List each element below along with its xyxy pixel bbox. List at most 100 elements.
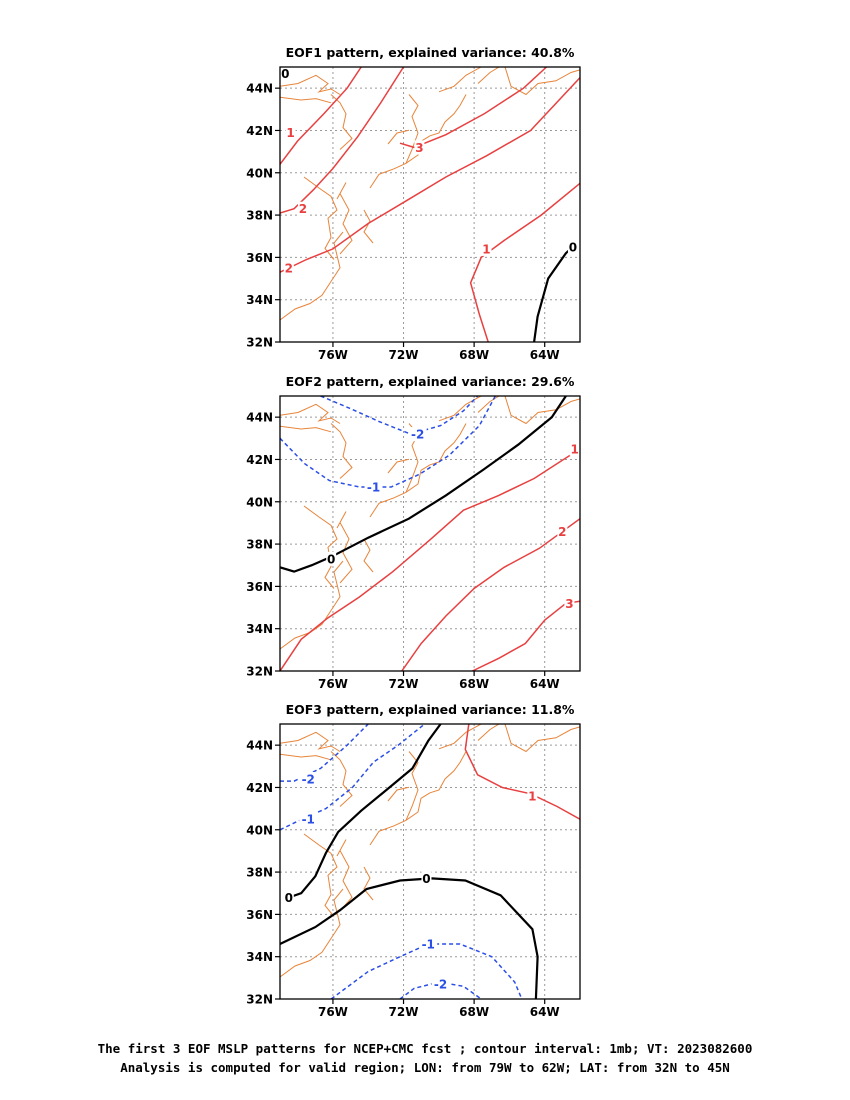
contour-line-3 bbox=[399, 67, 548, 149]
x-tick-label: 64W bbox=[530, 1005, 560, 1019]
coastlines bbox=[280, 67, 580, 321]
contour-line-2 bbox=[280, 77, 580, 273]
contour-line-2 bbox=[280, 67, 405, 214]
coastline-segment bbox=[477, 67, 500, 84]
coastline-segment bbox=[387, 786, 410, 802]
coastline-segment bbox=[429, 423, 467, 466]
coastline-segment bbox=[330, 751, 353, 807]
coastline-segment bbox=[477, 724, 500, 741]
contour-line-1 bbox=[464, 724, 580, 820]
x-tick-label: 68W bbox=[459, 677, 489, 691]
coastline-segment bbox=[330, 423, 353, 479]
contour-label: 0 bbox=[327, 552, 335, 566]
coastline-segment bbox=[280, 560, 344, 650]
contour-line-0 bbox=[288, 724, 442, 899]
y-tick-label: 42N bbox=[246, 124, 273, 138]
plot-frame bbox=[279, 723, 581, 1000]
coastline-segment bbox=[363, 538, 374, 573]
coastline-segment bbox=[303, 833, 338, 917]
coastline-segment bbox=[369, 792, 431, 846]
coastline-segment bbox=[504, 396, 580, 425]
contour-label-bg bbox=[527, 788, 538, 803]
coastline-segment bbox=[387, 458, 410, 474]
panel-title: EOF1 pattern, explained variance: 40.8% bbox=[286, 45, 575, 60]
y-tick-label: 38N bbox=[246, 209, 273, 223]
contour-label: -2 bbox=[302, 773, 315, 787]
y-tick-label: 34N bbox=[246, 622, 273, 636]
contour-label: 0 bbox=[281, 67, 289, 81]
y-tick-label: 40N bbox=[246, 495, 273, 509]
contour-label-bg bbox=[421, 871, 432, 886]
y-tick-label: 44N bbox=[246, 739, 273, 753]
eof-panel-3: EOF3 pattern, explained variance: 11.8% -… bbox=[246, 702, 581, 1019]
plot-frame bbox=[279, 395, 581, 672]
coastline-segment bbox=[336, 511, 353, 584]
coastline-segment bbox=[363, 866, 374, 901]
contour-label-bg bbox=[408, 427, 427, 442]
x-tick-label: 68W bbox=[459, 1005, 489, 1019]
panel-title: EOF2 pattern, explained variance: 29.6% bbox=[286, 374, 575, 389]
y-tick-label: 40N bbox=[246, 166, 273, 180]
x-tick-label: 72W bbox=[389, 1005, 419, 1019]
y-tick-label: 34N bbox=[246, 950, 273, 964]
contour-line-2 bbox=[401, 518, 580, 671]
coastline-segment bbox=[280, 888, 344, 978]
contour-label-bg bbox=[299, 812, 318, 827]
contour-label: 0 bbox=[569, 240, 577, 254]
y-tick-label: 40N bbox=[246, 823, 273, 837]
y-tick-label: 42N bbox=[246, 781, 273, 795]
contour-label-bg bbox=[280, 66, 291, 81]
x-tick-label: 76W bbox=[318, 677, 348, 691]
contour-label: 1 bbox=[286, 126, 294, 140]
contour-label-bg bbox=[326, 551, 337, 566]
x-tick-label: 64W bbox=[530, 677, 560, 691]
coastline-segment bbox=[438, 67, 482, 93]
contour-line-1 bbox=[280, 67, 362, 165]
coastline-segment bbox=[280, 753, 332, 761]
coastline-segment bbox=[477, 396, 500, 413]
contour-line-neg2 bbox=[280, 724, 369, 782]
coastline-segment bbox=[280, 731, 341, 752]
plot-frame bbox=[279, 66, 581, 343]
contour-line-0 bbox=[280, 877, 539, 999]
caption-line-1: The first 3 EOF MSLP patterns for NCEP+C… bbox=[97, 1041, 753, 1056]
contour-label-bg bbox=[283, 890, 294, 905]
contour-line-0 bbox=[533, 245, 574, 342]
contour-label-bg bbox=[564, 596, 575, 611]
contour-label-bg bbox=[414, 140, 425, 155]
contour-label: 3 bbox=[415, 141, 423, 155]
contour-label-bg bbox=[283, 260, 294, 275]
contour-label-bg bbox=[431, 977, 450, 992]
x-tick-label: 72W bbox=[389, 348, 419, 362]
contour-label-bg bbox=[297, 201, 308, 216]
contour-label: 1 bbox=[482, 242, 490, 256]
y-tick-label: 32N bbox=[246, 336, 273, 350]
y-tick-label: 44N bbox=[246, 82, 273, 96]
x-tick-label: 64W bbox=[530, 348, 560, 362]
contour-label: -1 bbox=[367, 480, 380, 494]
contour-label-bg bbox=[285, 125, 296, 140]
contour-line-neg1 bbox=[280, 396, 496, 488]
panel-title: EOF3 pattern, explained variance: 11.8% bbox=[286, 702, 575, 717]
contour-label-bg bbox=[364, 479, 383, 494]
coastline-segment bbox=[363, 209, 374, 244]
contour-label-bg bbox=[569, 441, 580, 456]
caption-line-2: Analysis is computed for valid region; L… bbox=[120, 1060, 730, 1075]
coastline-segment bbox=[330, 94, 353, 150]
eof-panel-2: EOF2 pattern, explained variance: 29.6% -… bbox=[246, 374, 581, 691]
contour-label: -1 bbox=[302, 813, 315, 827]
contour-label-bg bbox=[567, 239, 578, 254]
contour-label: 1 bbox=[528, 789, 536, 803]
x-tick-label: 68W bbox=[459, 348, 489, 362]
y-tick-label: 36N bbox=[246, 580, 273, 594]
coastline-segment bbox=[336, 182, 353, 255]
y-tick-label: 36N bbox=[246, 251, 273, 265]
coastline-segment bbox=[280, 96, 332, 104]
contour-label-bg bbox=[557, 524, 568, 539]
contour-label: 0 bbox=[285, 891, 293, 905]
eof-panel-1: EOF1 pattern, explained variance: 40.8% 0… bbox=[246, 45, 581, 362]
contour-line-1 bbox=[469, 182, 580, 342]
coastline-segment bbox=[303, 176, 338, 260]
coastline-segment bbox=[303, 505, 338, 589]
contour-label-bg bbox=[481, 241, 492, 256]
